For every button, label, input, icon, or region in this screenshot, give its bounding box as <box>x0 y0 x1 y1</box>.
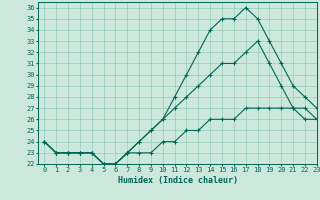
X-axis label: Humidex (Indice chaleur): Humidex (Indice chaleur) <box>118 176 238 185</box>
